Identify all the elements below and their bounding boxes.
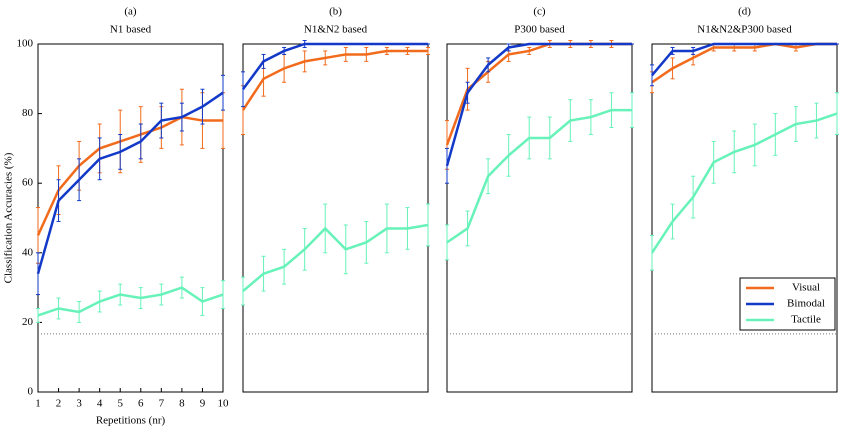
x-tick-label: 7 bbox=[159, 398, 165, 410]
series-line bbox=[651, 42, 837, 84]
x-tick-label: 8 bbox=[179, 398, 185, 410]
series-line bbox=[242, 223, 429, 293]
series-line bbox=[445, 42, 632, 146]
series-line bbox=[650, 112, 838, 254]
plot-frame bbox=[651, 43, 838, 393]
panel-subtitle: N1 based bbox=[110, 24, 152, 36]
series-line bbox=[36, 91, 224, 275]
y-tick-label: 60 bbox=[22, 177, 34, 189]
panel-subtitle: N1&N2&P300 based bbox=[697, 24, 792, 36]
series-line bbox=[445, 42, 632, 167]
error-bar bbox=[426, 203, 430, 247]
x-tick-label: 4 bbox=[97, 398, 103, 410]
panel-label: (b) bbox=[329, 6, 342, 18]
y-axis-label: Classification Accuracies (%) bbox=[3, 152, 15, 283]
error-bar bbox=[241, 276, 245, 306]
legend-label: Tactile bbox=[791, 314, 821, 326]
y-tick-label: 20 bbox=[22, 316, 34, 328]
y-tick-label: 80 bbox=[22, 107, 34, 119]
panel-label: (a) bbox=[124, 6, 137, 18]
plot-frame bbox=[242, 43, 429, 393]
panel-subtitle: P300 based bbox=[514, 24, 565, 36]
y-tick-label: 40 bbox=[22, 246, 34, 258]
series-line bbox=[36, 115, 223, 236]
legend-label: Bimodal bbox=[787, 298, 825, 310]
x-tick-label: 1 bbox=[35, 398, 41, 410]
y-tick-label: 100 bbox=[17, 38, 34, 50]
x-tick-label: 2 bbox=[56, 398, 62, 410]
x-tick-label: 5 bbox=[117, 398, 123, 410]
error-bar bbox=[445, 224, 449, 261]
series-line bbox=[241, 42, 428, 90]
series-line bbox=[241, 49, 428, 111]
x-axis-label: Repetitions (nr) bbox=[96, 415, 166, 427]
panel-label: (c) bbox=[533, 6, 546, 18]
panel-label: (d) bbox=[738, 6, 751, 18]
plot-frame bbox=[446, 43, 633, 393]
panel-subtitle: N1&N2 based bbox=[304, 24, 368, 36]
x-tick-label: 6 bbox=[138, 398, 144, 410]
plot-frame bbox=[37, 43, 224, 393]
y-tick-label: 0 bbox=[28, 386, 34, 398]
x-tick-label: 9 bbox=[200, 398, 206, 410]
x-tick-label: 10 bbox=[218, 398, 230, 410]
x-tick-label: 3 bbox=[76, 398, 82, 410]
series-line bbox=[446, 108, 632, 244]
series-line bbox=[651, 42, 837, 77]
legend-label: Visual bbox=[792, 282, 820, 294]
series-line bbox=[37, 286, 224, 317]
